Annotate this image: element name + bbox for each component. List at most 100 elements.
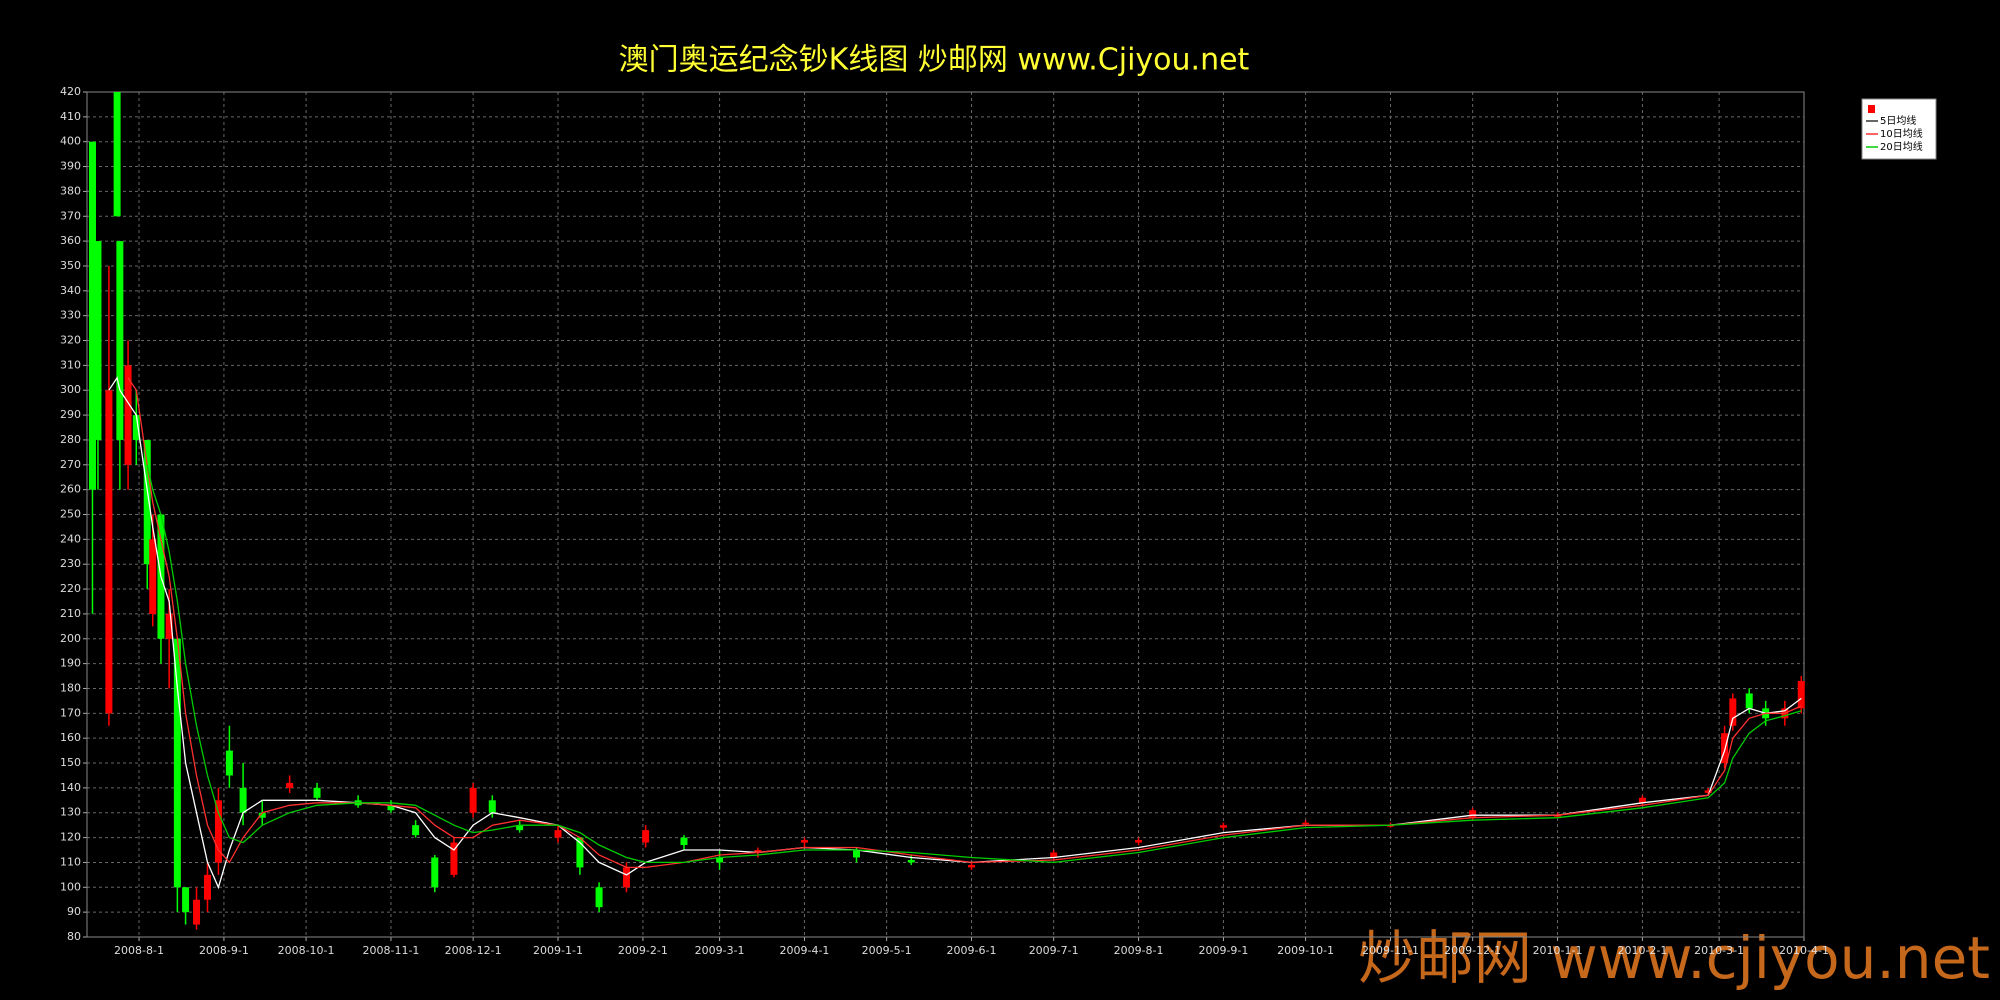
- candle-body: [450, 842, 458, 875]
- x-tick-label: 2009-4-1: [780, 944, 830, 957]
- candle-body: [182, 887, 190, 913]
- candle-body: [1554, 815, 1562, 817]
- legend-label: 20日均线: [1880, 140, 1923, 153]
- candle-body: [576, 837, 584, 868]
- candle-body: [412, 825, 420, 836]
- candle-body: [258, 812, 266, 818]
- x-tick-label: 2010-1-1: [1533, 944, 1583, 957]
- x-tick-label: 2009-5-1: [862, 944, 912, 957]
- candle-body: [193, 899, 201, 925]
- candle-body: [173, 638, 181, 888]
- x-tick-label: 2009-11-1: [1362, 944, 1419, 957]
- candle-body: [94, 241, 102, 440]
- x-tick-label: 2010-2-1: [1617, 944, 1667, 957]
- y-tick-label: 350: [60, 259, 81, 272]
- y-tick-label: 220: [60, 582, 81, 595]
- candle-body: [105, 390, 113, 714]
- x-tick-label: 2008-11-1: [362, 944, 419, 957]
- candle-body: [1135, 840, 1143, 843]
- candle-body: [554, 830, 562, 838]
- candle-body: [1386, 825, 1394, 827]
- ma-line: [108, 376, 1802, 890]
- candle-body: [143, 439, 151, 565]
- y-tick-label: 180: [60, 681, 81, 694]
- x-tick-label: 2008-8-1: [114, 944, 164, 957]
- y-tick-label: 130: [60, 806, 81, 819]
- y-tick-label: 90: [67, 905, 81, 918]
- candle-body: [1219, 825, 1227, 828]
- y-tick-label: 250: [60, 508, 81, 521]
- x-tick-label: 2009-10-1: [1277, 944, 1334, 957]
- candle-body: [132, 415, 140, 440]
- candle-body: [214, 800, 222, 863]
- candle-body: [203, 874, 211, 900]
- y-tick-label: 410: [60, 110, 81, 123]
- legend-label: 10日均线: [1880, 127, 1923, 140]
- candle-body: [225, 750, 233, 776]
- candle-body: [1704, 790, 1712, 793]
- candle-body: [853, 850, 861, 858]
- y-tick-label: 340: [60, 284, 81, 297]
- candle-body: [754, 850, 762, 853]
- x-tick-label: 2009-6-1: [947, 944, 997, 957]
- candle-body: [1302, 822, 1310, 825]
- plot-frame: [86, 91, 1805, 938]
- y-tick-label: 80: [67, 930, 81, 943]
- candle-body: [165, 613, 173, 639]
- candle-body: [113, 92, 121, 217]
- candle-body: [1797, 681, 1805, 709]
- candle-body: [516, 825, 524, 831]
- candle-body: [680, 837, 688, 846]
- candle-body: [116, 241, 124, 440]
- y-tick-label: 390: [60, 160, 81, 173]
- y-tick-label: 210: [60, 607, 81, 620]
- x-tick-label: 2009-8-1: [1114, 944, 1164, 957]
- y-tick-label: 110: [60, 855, 81, 868]
- candle-body: [286, 782, 294, 788]
- y-tick-label: 170: [60, 706, 81, 719]
- y-tick-label: 120: [60, 831, 81, 844]
- legend-label: 5日均线: [1880, 114, 1916, 127]
- candle-body: [469, 787, 477, 813]
- candle-body: [1638, 797, 1646, 803]
- y-tick-label: 360: [60, 234, 81, 247]
- x-tick-label: 2009-1-1: [533, 944, 583, 957]
- y-tick-label: 270: [60, 458, 81, 471]
- legend-candle-icon: [1868, 105, 1875, 113]
- chart-title: 澳门奥运纪念钞K线图 炒邮网 www.Cjiyou.net: [619, 43, 1250, 78]
- y-tick-label: 330: [60, 309, 81, 322]
- ma-line: [146, 464, 1802, 864]
- candle-body: [642, 830, 650, 843]
- candle-body: [431, 857, 439, 888]
- y-tick-label: 240: [60, 532, 81, 545]
- y-tick-label: 190: [60, 657, 81, 670]
- x-tick-label: 2009-9-1: [1198, 944, 1248, 957]
- candle-body: [907, 859, 915, 863]
- y-tick-label: 400: [60, 135, 81, 148]
- x-tick-label: 2008-12-1: [445, 944, 502, 957]
- candle-body: [488, 800, 496, 813]
- y-tick-label: 300: [60, 383, 81, 396]
- y-tick-label: 420: [60, 85, 81, 98]
- y-tick-label: 310: [60, 358, 81, 371]
- x-tick-label: 2008-9-1: [199, 944, 249, 957]
- y-tick-label: 160: [60, 731, 81, 744]
- y-tick-label: 320: [60, 334, 81, 347]
- candle-body: [313, 787, 321, 798]
- candle-body: [239, 787, 247, 813]
- y-tick-label: 290: [60, 408, 81, 421]
- y-tick-label: 200: [60, 632, 81, 645]
- y-tick-label: 140: [60, 781, 81, 794]
- x-tick-label: 2010-3-1: [1694, 944, 1744, 957]
- candle-body: [1729, 698, 1737, 726]
- candle-body: [1469, 810, 1477, 818]
- watermark: 炒邮网 www.cjiyou.net: [1358, 924, 1990, 992]
- candle-body: [622, 867, 630, 888]
- y-tick-label: 370: [60, 209, 81, 222]
- x-tick-label: 2009-3-1: [695, 944, 745, 957]
- candle-body: [387, 805, 395, 811]
- candle-body: [149, 539, 157, 614]
